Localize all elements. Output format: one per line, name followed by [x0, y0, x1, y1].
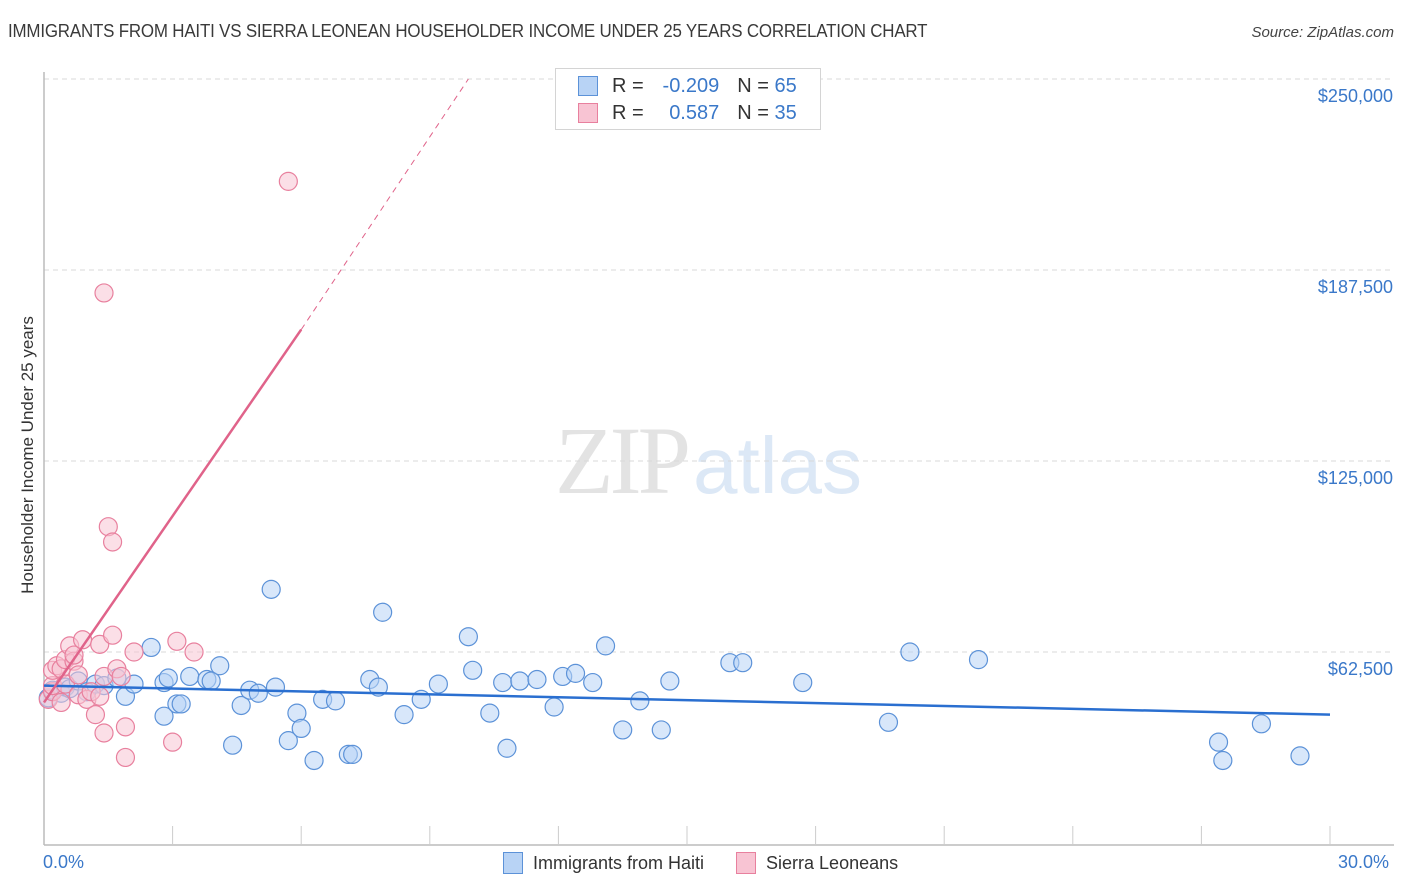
- data-point: [733, 653, 753, 673]
- data-point: [1251, 714, 1272, 734]
- data-point: [1213, 750, 1233, 771]
- data-point: [85, 705, 106, 725]
- trendlines: [42, 78, 1331, 716]
- data-point: [111, 666, 131, 687]
- data-point: [167, 631, 187, 651]
- data-point: [154, 706, 174, 726]
- haiti-legend-swatch-icon: [503, 852, 523, 874]
- legend-sierra-label: Sierra Leoneans: [766, 852, 899, 873]
- n-value-haiti: 65: [774, 74, 797, 97]
- data-point: [968, 650, 989, 670]
- haiti-trendline: [43, 684, 1331, 716]
- data-point: [304, 750, 324, 771]
- data-point: [141, 637, 161, 658]
- data-point: [583, 672, 603, 693]
- data-point: [630, 691, 650, 711]
- data-point: [278, 171, 298, 191]
- data-point: [261, 579, 281, 599]
- data-point: [493, 672, 513, 693]
- data-point: [248, 683, 268, 703]
- haiti-swatch-icon: [578, 76, 598, 96]
- data-point: [660, 671, 680, 691]
- stats-legend: R = -0.209 N = 65 R = 0.587 N = 35: [555, 68, 821, 130]
- r-label: R =: [612, 101, 644, 124]
- data-point: [180, 666, 200, 687]
- series-legend: Immigrants from Haiti Sierra Leoneans: [503, 852, 898, 874]
- x-tick-min: 0.0%: [43, 852, 85, 872]
- haiti-points: [38, 579, 1310, 771]
- data-point: [1290, 746, 1310, 766]
- data-point: [115, 747, 136, 768]
- y-tick-62500: $62,500: [1327, 659, 1393, 679]
- data-point: [90, 686, 110, 706]
- data-point: [68, 665, 88, 685]
- sierra-leonean-points: [38, 171, 298, 768]
- data-point: [1208, 732, 1229, 752]
- data-point: [231, 695, 251, 716]
- data-point: [171, 694, 191, 714]
- y-tick-250000: $250,000: [1317, 86, 1393, 106]
- data-point: [343, 744, 363, 764]
- data-point: [793, 672, 813, 693]
- data-point: [51, 692, 71, 713]
- sierra-trendline-extension: [300, 78, 469, 330]
- data-point: [544, 697, 564, 717]
- data-point: [368, 677, 388, 697]
- y-tick-125000: $125,000: [1317, 468, 1393, 488]
- data-point: [651, 720, 671, 740]
- data-point: [527, 669, 547, 690]
- data-point: [124, 642, 144, 662]
- data-point: [480, 703, 500, 723]
- y-tick-187500: $187,500: [1317, 277, 1393, 297]
- data-point: [565, 663, 586, 683]
- r-value-sierra: 0.587: [669, 101, 720, 124]
- data-point: [278, 731, 298, 751]
- n-label: N =: [737, 74, 769, 97]
- data-point: [184, 642, 204, 662]
- data-point: [595, 636, 616, 656]
- x-tick-max: 30.0%: [1338, 852, 1390, 872]
- sierra-legend-swatch-icon: [736, 852, 757, 874]
- data-point: [458, 627, 478, 647]
- data-point: [463, 660, 483, 680]
- data-point: [291, 718, 311, 739]
- data-point: [900, 642, 920, 662]
- data-point: [373, 602, 393, 622]
- data-point: [394, 705, 414, 725]
- data-point: [102, 625, 123, 645]
- n-label: N =: [737, 101, 769, 124]
- data-point: [325, 691, 346, 711]
- sierra-swatch-icon: [578, 103, 598, 123]
- data-point: [265, 677, 286, 697]
- chart-title: IMMIGRANTS FROM HAITI VS SIERRA LEONEAN …: [8, 21, 928, 41]
- r-value-haiti: -0.209: [662, 74, 720, 97]
- y-axis-label: Householder Income Under 25 years: [18, 316, 37, 594]
- sierra-trendline: [42, 328, 303, 704]
- data-point: [163, 732, 183, 752]
- data-point: [210, 656, 230, 676]
- axes: [43, 72, 1394, 846]
- data-point: [94, 723, 114, 743]
- legend-row-sierra: R = 0.587 N = 35: [578, 100, 797, 126]
- data-point: [94, 283, 114, 303]
- r-label: R =: [612, 74, 644, 97]
- data-point: [158, 668, 178, 688]
- data-point: [223, 735, 243, 755]
- source-credit: Source: ZipAtlas.com: [1251, 24, 1394, 41]
- legend-haiti-label: Immigrants from Haiti: [533, 852, 705, 873]
- data-point: [102, 532, 123, 552]
- data-point: [497, 738, 517, 758]
- data-point: [878, 712, 899, 732]
- data-point: [428, 674, 448, 694]
- data-point: [613, 720, 633, 740]
- legend-row-haiti: R = -0.209 N = 65: [578, 73, 797, 99]
- data-point: [510, 671, 530, 691]
- gridlines: [44, 78, 1394, 653]
- n-value-sierra: 35: [774, 101, 797, 124]
- data-point: [115, 717, 136, 737]
